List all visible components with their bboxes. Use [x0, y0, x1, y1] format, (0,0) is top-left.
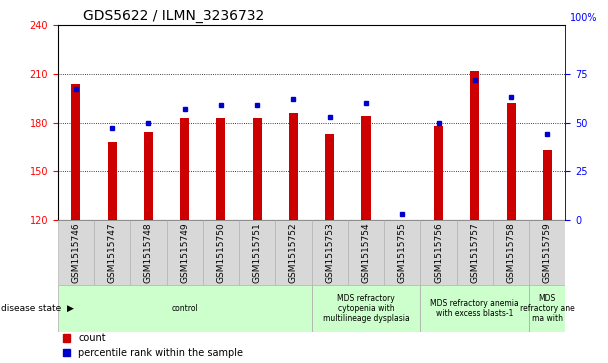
Bar [543, 150, 552, 220]
Bar [420, 285, 529, 332]
Text: GSM1515747: GSM1515747 [108, 222, 117, 283]
Bar [325, 134, 334, 220]
Bar [275, 220, 311, 285]
Text: GSM1515751: GSM1515751 [253, 222, 261, 283]
Text: MDS refractory anemia
with excess blasts-1: MDS refractory anemia with excess blasts… [430, 299, 519, 318]
Text: MDS refractory
cytopenia with
multilineage dysplasia: MDS refractory cytopenia with multilinea… [323, 294, 409, 323]
Text: MDS
refractory ane
ma with: MDS refractory ane ma with [520, 294, 575, 323]
Bar [529, 220, 565, 285]
Bar [108, 142, 117, 220]
Text: GSM1515759: GSM1515759 [543, 222, 552, 283]
Text: 100%: 100% [570, 13, 597, 23]
Bar [94, 220, 130, 285]
Text: control: control [171, 304, 198, 313]
Text: GSM1515750: GSM1515750 [216, 222, 226, 283]
Text: GSM1515757: GSM1515757 [470, 222, 479, 283]
Bar [311, 285, 420, 332]
Text: GDS5622 / ILMN_3236732: GDS5622 / ILMN_3236732 [83, 9, 264, 23]
Text: GSM1515755: GSM1515755 [398, 222, 407, 283]
Bar [506, 103, 516, 220]
Text: GSM1515754: GSM1515754 [362, 222, 370, 283]
Bar [58, 285, 311, 332]
Bar [348, 220, 384, 285]
Bar [71, 83, 80, 220]
Bar [167, 220, 203, 285]
Text: GSM1515749: GSM1515749 [180, 222, 189, 283]
Bar [203, 220, 239, 285]
Bar [362, 116, 370, 220]
Text: GSM1515758: GSM1515758 [506, 222, 516, 283]
Bar [144, 132, 153, 220]
Text: GSM1515746: GSM1515746 [71, 222, 80, 283]
Text: GSM1515748: GSM1515748 [144, 222, 153, 283]
Bar [420, 220, 457, 285]
Bar [130, 220, 167, 285]
Bar [434, 126, 443, 220]
Text: GSM1515756: GSM1515756 [434, 222, 443, 283]
Bar [216, 118, 226, 220]
Bar [529, 285, 565, 332]
Bar [253, 118, 261, 220]
Text: GSM1515752: GSM1515752 [289, 222, 298, 283]
Bar [58, 220, 94, 285]
Bar [493, 220, 529, 285]
Bar [289, 113, 298, 220]
Legend: count, percentile rank within the sample: count, percentile rank within the sample [63, 333, 243, 358]
Bar [311, 220, 348, 285]
Bar [384, 220, 420, 285]
Text: disease state  ▶: disease state ▶ [1, 304, 74, 313]
Text: GSM1515753: GSM1515753 [325, 222, 334, 283]
Bar [180, 118, 189, 220]
Bar [470, 71, 479, 220]
Bar [457, 220, 493, 285]
Bar [239, 220, 275, 285]
